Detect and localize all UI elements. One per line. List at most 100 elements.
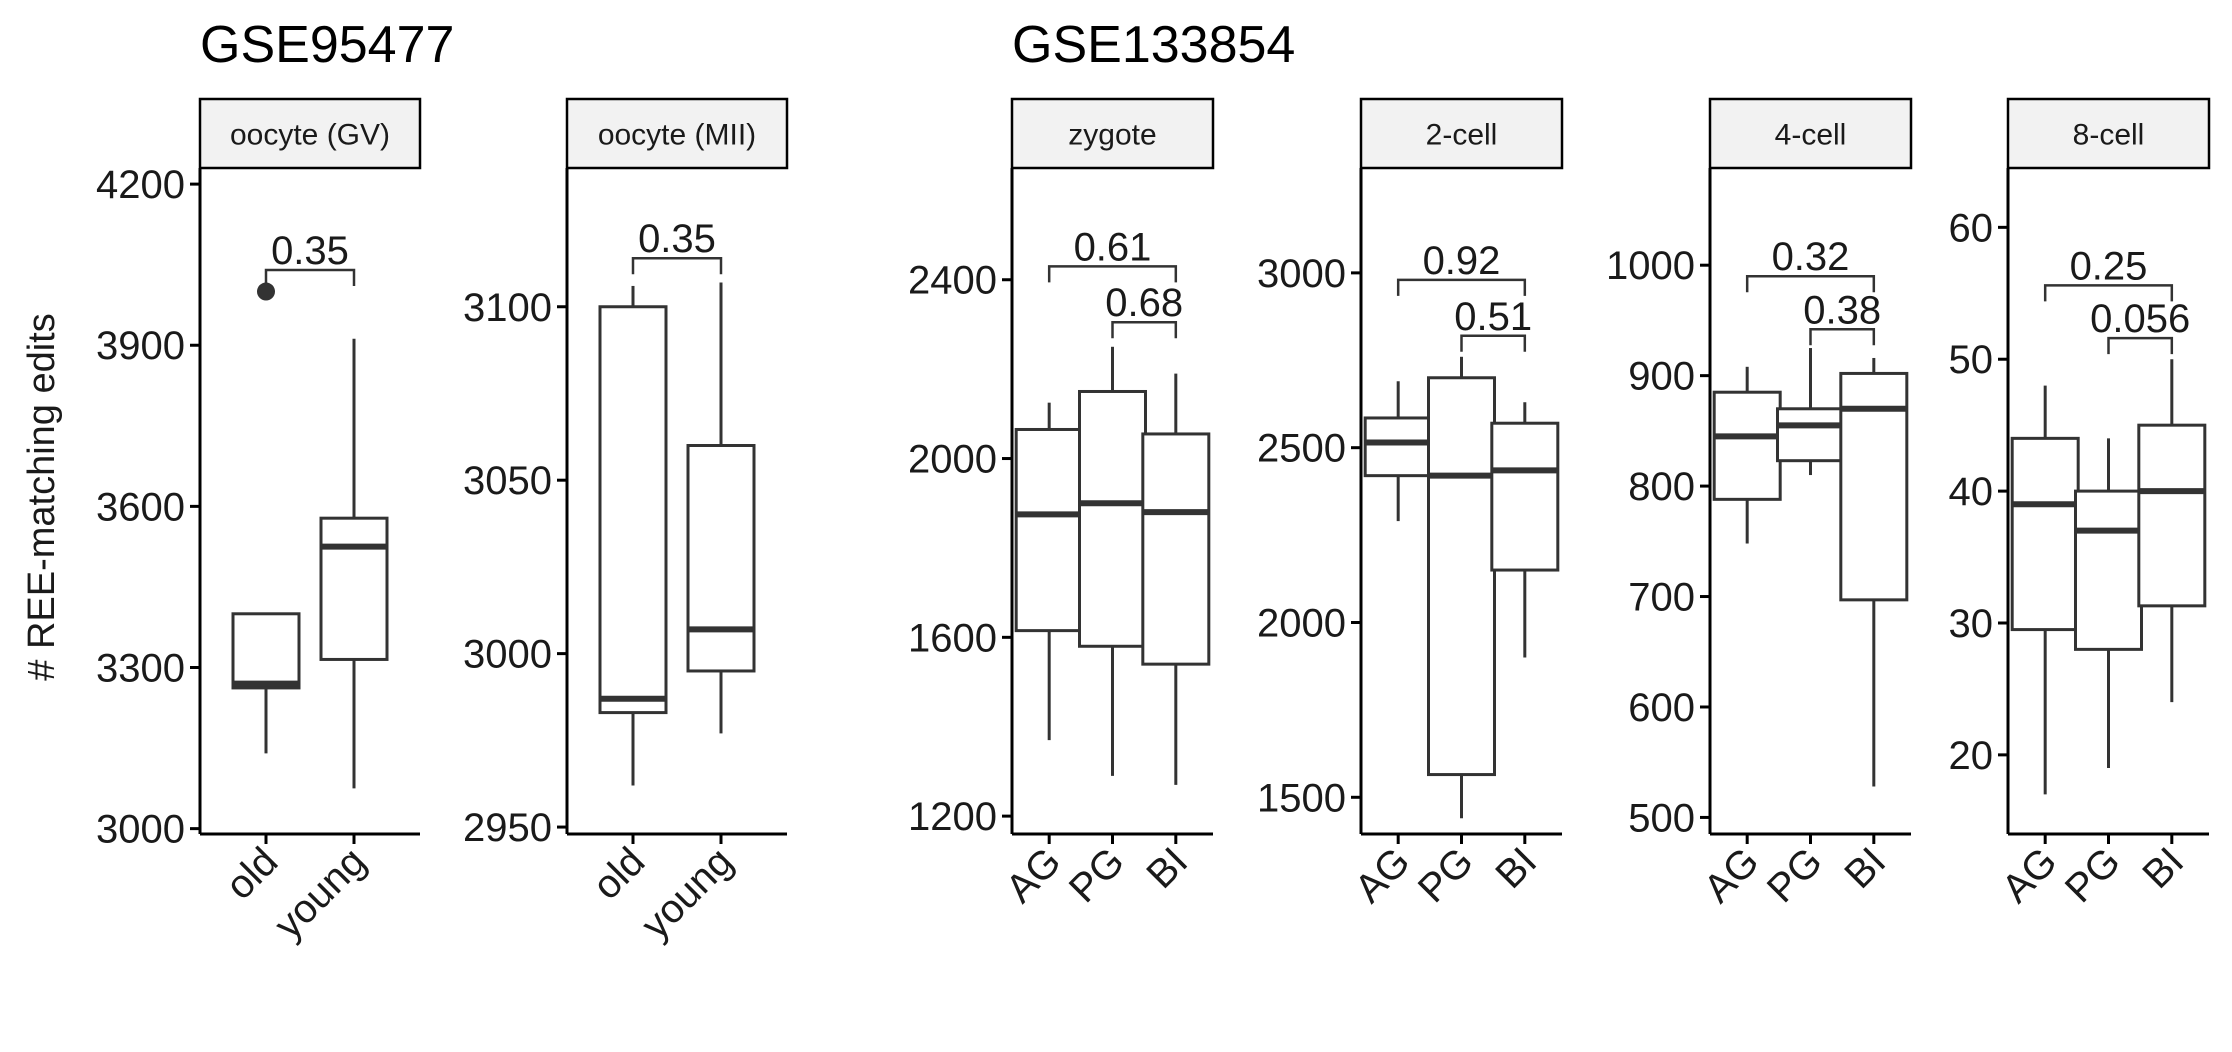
box-old xyxy=(598,285,668,786)
facet-strip-label: oocyte (MII) xyxy=(598,119,756,152)
p-value-label: 0.92 xyxy=(1423,239,1501,283)
x-tick-label: PG xyxy=(1410,839,1482,911)
p-value-label: 0.35 xyxy=(271,229,349,273)
x-tick-label: AG xyxy=(1994,839,2066,911)
box-AG xyxy=(1014,402,1084,741)
x-tick-label: BI xyxy=(2134,839,2192,897)
y-tick-label: 3000 xyxy=(1257,252,1346,296)
facet-panels: oocyte (GV)30003300360039004200oldyoung0… xyxy=(96,16,2211,947)
x-tick-label: BI xyxy=(1138,839,1196,897)
bracket-line xyxy=(1809,328,1876,346)
y-tick-label: 2500 xyxy=(1257,427,1346,471)
y-tick-label: 4200 xyxy=(96,163,185,207)
y-tick-label: 700 xyxy=(1628,576,1695,620)
box-iqr xyxy=(319,516,389,661)
box-AG xyxy=(1712,366,1782,544)
comparison-bracket: 0.32 xyxy=(1745,235,1876,293)
x-tick-label: old xyxy=(217,839,286,908)
y-tick-label: 1500 xyxy=(1257,776,1346,820)
bracket-line xyxy=(631,256,723,275)
box-BI xyxy=(1490,402,1560,658)
box-iqr xyxy=(2074,489,2143,651)
box-iqr xyxy=(1363,416,1433,478)
comparison-bracket: 0.61 xyxy=(1047,225,1178,283)
x-tick-label: young xyxy=(266,839,374,947)
box-AG xyxy=(2010,385,2080,795)
y-tick-label: 40 xyxy=(1949,470,1994,514)
group-title: GSE133854 xyxy=(1012,16,1295,74)
comparison-bracket: 0.68 xyxy=(1105,281,1183,339)
x-tick-label: young xyxy=(633,839,741,947)
bracket-line xyxy=(2107,336,2174,355)
x-tick-label: PG xyxy=(1759,839,1831,911)
box-young xyxy=(686,282,756,734)
comparison-bracket: 0.38 xyxy=(1803,288,1881,346)
facet-strip-label: 8-cell xyxy=(2073,119,2145,152)
y-tick-label: 3000 xyxy=(96,808,185,852)
p-value-label: 0.68 xyxy=(1105,281,1183,325)
y-tick-label: 3300 xyxy=(96,647,185,691)
x-tick-label: PG xyxy=(1061,839,1133,911)
box-iqr xyxy=(1427,376,1496,777)
bracket-line xyxy=(1396,278,1527,296)
box-iqr xyxy=(231,612,301,690)
facet-strip xyxy=(565,97,789,170)
box-PG xyxy=(2074,438,2143,769)
bracket-line xyxy=(264,268,356,287)
box-PG xyxy=(1427,356,1496,819)
p-value-label: 0.32 xyxy=(1772,235,1850,279)
box-young xyxy=(319,338,389,789)
box-iqr xyxy=(1078,389,1147,648)
box-AG xyxy=(1363,381,1433,522)
x-tick-label: BI xyxy=(1487,839,1545,897)
facet-strip-label: zygote xyxy=(1068,119,1156,152)
box-iqr xyxy=(1712,390,1782,501)
p-value-label: 0.35 xyxy=(638,217,716,261)
y-tick-label: 2000 xyxy=(908,438,997,482)
box-iqr xyxy=(1490,421,1560,572)
bracket-line xyxy=(1745,274,1876,293)
y-tick-label: 60 xyxy=(1949,206,1994,250)
x-tick-label: AG xyxy=(1347,839,1419,911)
x-tick-label: old xyxy=(584,839,653,908)
y-tick-label: 50 xyxy=(1949,338,1994,382)
y-axis-title: # REE-matching edits xyxy=(21,313,63,681)
comparison-bracket: 0.056 xyxy=(2090,297,2190,355)
facet-strip xyxy=(1010,97,1215,170)
facet-strip xyxy=(2006,97,2211,170)
y-tick-label: 1000 xyxy=(1606,244,1695,288)
comparison-bracket: 0.51 xyxy=(1454,295,1532,352)
p-value-label: 0.61 xyxy=(1074,225,1152,269)
p-value-label: 0.51 xyxy=(1454,295,1532,339)
y-tick-label: 2000 xyxy=(1257,601,1346,645)
box-old xyxy=(231,282,301,754)
box-iqr xyxy=(2010,436,2080,632)
x-tick-label: PG xyxy=(2057,839,2129,911)
box-iqr xyxy=(2137,423,2207,608)
x-tick-label: AG xyxy=(998,839,1070,911)
outlier-point xyxy=(257,282,275,301)
y-tick-label: 600 xyxy=(1628,686,1695,730)
comparison-bracket: 0.35 xyxy=(264,229,356,287)
box-PG xyxy=(1776,348,1845,476)
facet-strip xyxy=(1708,97,1913,170)
box-iqr xyxy=(598,305,668,715)
y-tick-label: 3050 xyxy=(463,459,552,503)
box-iqr xyxy=(1141,432,1211,666)
y-tick-label: 30 xyxy=(1949,602,1994,646)
y-tick-label: 1600 xyxy=(908,616,997,660)
p-value-label: 0.38 xyxy=(1803,288,1881,332)
facet-strip xyxy=(1359,97,1564,170)
y-tick-label: 2400 xyxy=(908,259,997,303)
comparison-bracket: 0.25 xyxy=(2043,244,2174,302)
y-tick-label: 800 xyxy=(1628,465,1695,509)
comparison-bracket: 0.35 xyxy=(631,217,723,275)
y-tick-label: 3600 xyxy=(96,485,185,529)
box-BI xyxy=(1141,373,1211,785)
box-BI xyxy=(1839,357,1909,787)
